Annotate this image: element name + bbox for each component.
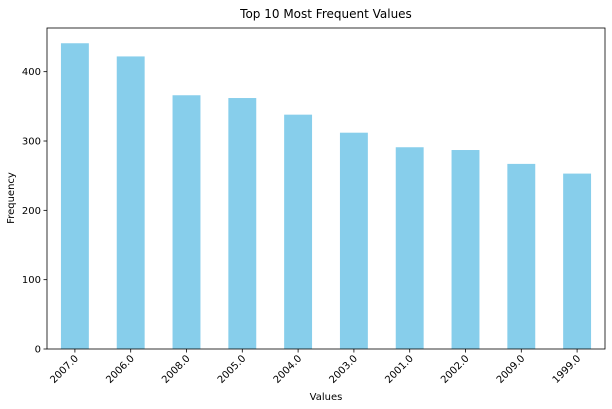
x-tick-label: 2002.0 xyxy=(439,353,472,386)
bar-2008.0 xyxy=(172,95,201,349)
x-tick-label: 2007.0 xyxy=(48,353,81,386)
x-tick-label: 2005.0 xyxy=(216,353,249,386)
bars-group xyxy=(60,43,592,350)
chart-title: Top 10 Most Frequent Values xyxy=(239,7,412,21)
x-tick-label: 2001.0 xyxy=(383,353,416,386)
y-tick-label: 300 xyxy=(22,137,41,148)
y-tick-label: 0 xyxy=(35,345,41,356)
x-axis-label: Values xyxy=(310,392,343,403)
bar-2002.0 xyxy=(451,150,480,349)
x-tick-label: 2003.0 xyxy=(327,353,360,386)
x-tick-label: 2004.0 xyxy=(272,353,305,386)
bar-2001.0 xyxy=(395,147,424,349)
y-tick-label: 200 xyxy=(22,206,41,217)
y-axis-label: Frequency xyxy=(6,172,17,224)
x-axis: 2007.0 2006.0 2008.0 2005.0 2004.0 2003.0 2001… xyxy=(48,349,583,386)
bar-2004.0 xyxy=(284,114,313,349)
y-axis: 0 100 200 300 400 xyxy=(22,67,47,356)
y-tick-label: 400 xyxy=(22,67,41,78)
x-tick-label: 2008.0 xyxy=(160,353,193,386)
x-tick-label: 1999.0 xyxy=(551,353,584,386)
bar-2009.0 xyxy=(507,163,536,349)
bar-2006.0 xyxy=(116,56,145,350)
x-tick-label: 2006.0 xyxy=(104,353,137,386)
bar-2005.0 xyxy=(228,98,257,349)
y-tick-label: 100 xyxy=(22,275,41,286)
bar-1999.0 xyxy=(563,173,592,349)
bar-2007.0 xyxy=(60,43,89,350)
plot-frame xyxy=(46,27,606,350)
bar-2003.0 xyxy=(339,132,368,349)
x-tick-label: 2009.0 xyxy=(495,353,528,386)
